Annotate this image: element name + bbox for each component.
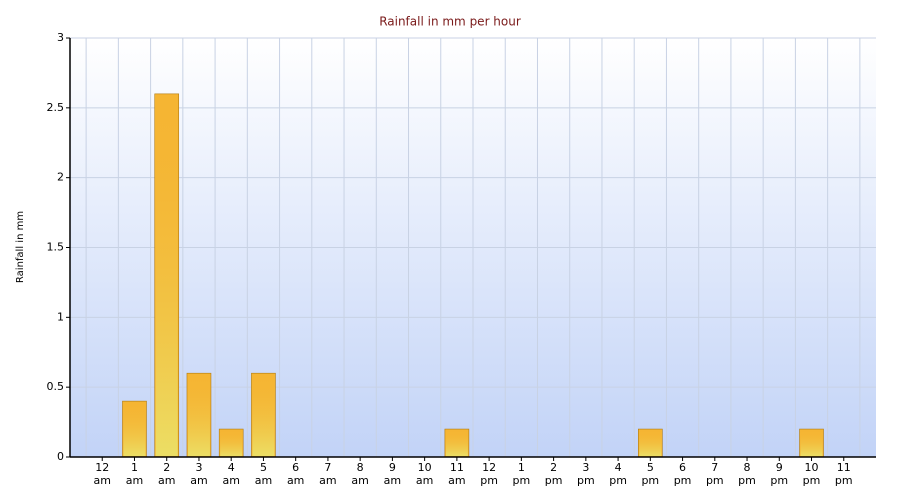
x-tick-label: 10 pm [802, 461, 821, 487]
y-tick-label: 2.5 [47, 101, 65, 114]
x-tick-label: 7 pm [705, 461, 724, 487]
x-tick-label: 7 am [319, 461, 337, 487]
x-tick-label: 11 am [448, 461, 466, 487]
bar-shade [445, 430, 468, 456]
x-tick-label: 5 pm [641, 461, 660, 487]
x-tick-label: 9 pm [770, 461, 789, 487]
x-tick-label: 2 am [157, 461, 176, 487]
x-tick-label: 2 pm [544, 461, 563, 487]
bar-group [638, 428, 663, 458]
bar-shade [252, 374, 275, 456]
x-tick-label: 1 am [125, 461, 144, 487]
bar-shade [123, 402, 146, 456]
chart-title: Rainfall in mm per hour [379, 15, 521, 29]
bar-group [186, 372, 212, 458]
bar-group [251, 372, 276, 458]
bar-group [444, 428, 470, 458]
x-tick-label: 5 am [254, 461, 273, 487]
x-tick-label: 1 pm [512, 461, 531, 487]
bar-group [154, 93, 180, 458]
x-tick-label: 12 pm [480, 461, 498, 487]
x-tick-label: 4 am [222, 461, 240, 487]
bar-group [122, 400, 147, 458]
bar-group [218, 428, 244, 458]
y-tick-label: 0.5 [47, 380, 65, 393]
bar-shade [187, 374, 210, 456]
bar-shade [800, 430, 823, 456]
x-tick-label: 3 pm [576, 461, 595, 487]
x-tick-label: 8 am [351, 461, 369, 487]
y-tick-label: 1.5 [47, 241, 65, 254]
bar-shade [155, 94, 178, 456]
y-tick-label: 0 [57, 450, 64, 463]
x-tick-label: 9 am [383, 461, 402, 487]
bar-group [799, 428, 824, 458]
x-tick-label: 3 am [190, 461, 208, 487]
x-tick-label: 6 am [286, 461, 305, 487]
bar-shade [639, 430, 662, 456]
x-tick-label: 10 am [415, 461, 434, 487]
x-tick-label: 8 pm [738, 461, 756, 487]
y-tick-label: 3 [57, 31, 64, 44]
y-tick-label: 1 [57, 310, 64, 323]
x-tick-label: 6 pm [673, 461, 692, 487]
bar-shade [220, 430, 243, 456]
x-tick-label: 4 pm [609, 461, 627, 487]
x-tick-label: 11 pm [834, 461, 853, 487]
x-tick-label: 12 am [93, 461, 111, 487]
y-tick-label: 2 [57, 171, 64, 184]
y-axis-label: Rainfall in mm [15, 211, 26, 283]
